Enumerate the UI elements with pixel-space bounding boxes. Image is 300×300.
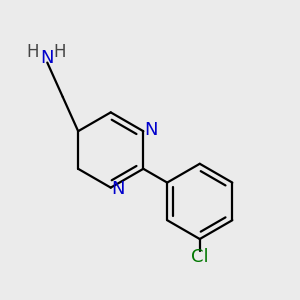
Text: N: N	[111, 180, 125, 198]
Text: H: H	[53, 43, 66, 61]
Text: H: H	[26, 43, 39, 61]
Text: N: N	[144, 121, 157, 139]
Text: Cl: Cl	[191, 248, 208, 266]
Text: N: N	[40, 49, 54, 67]
